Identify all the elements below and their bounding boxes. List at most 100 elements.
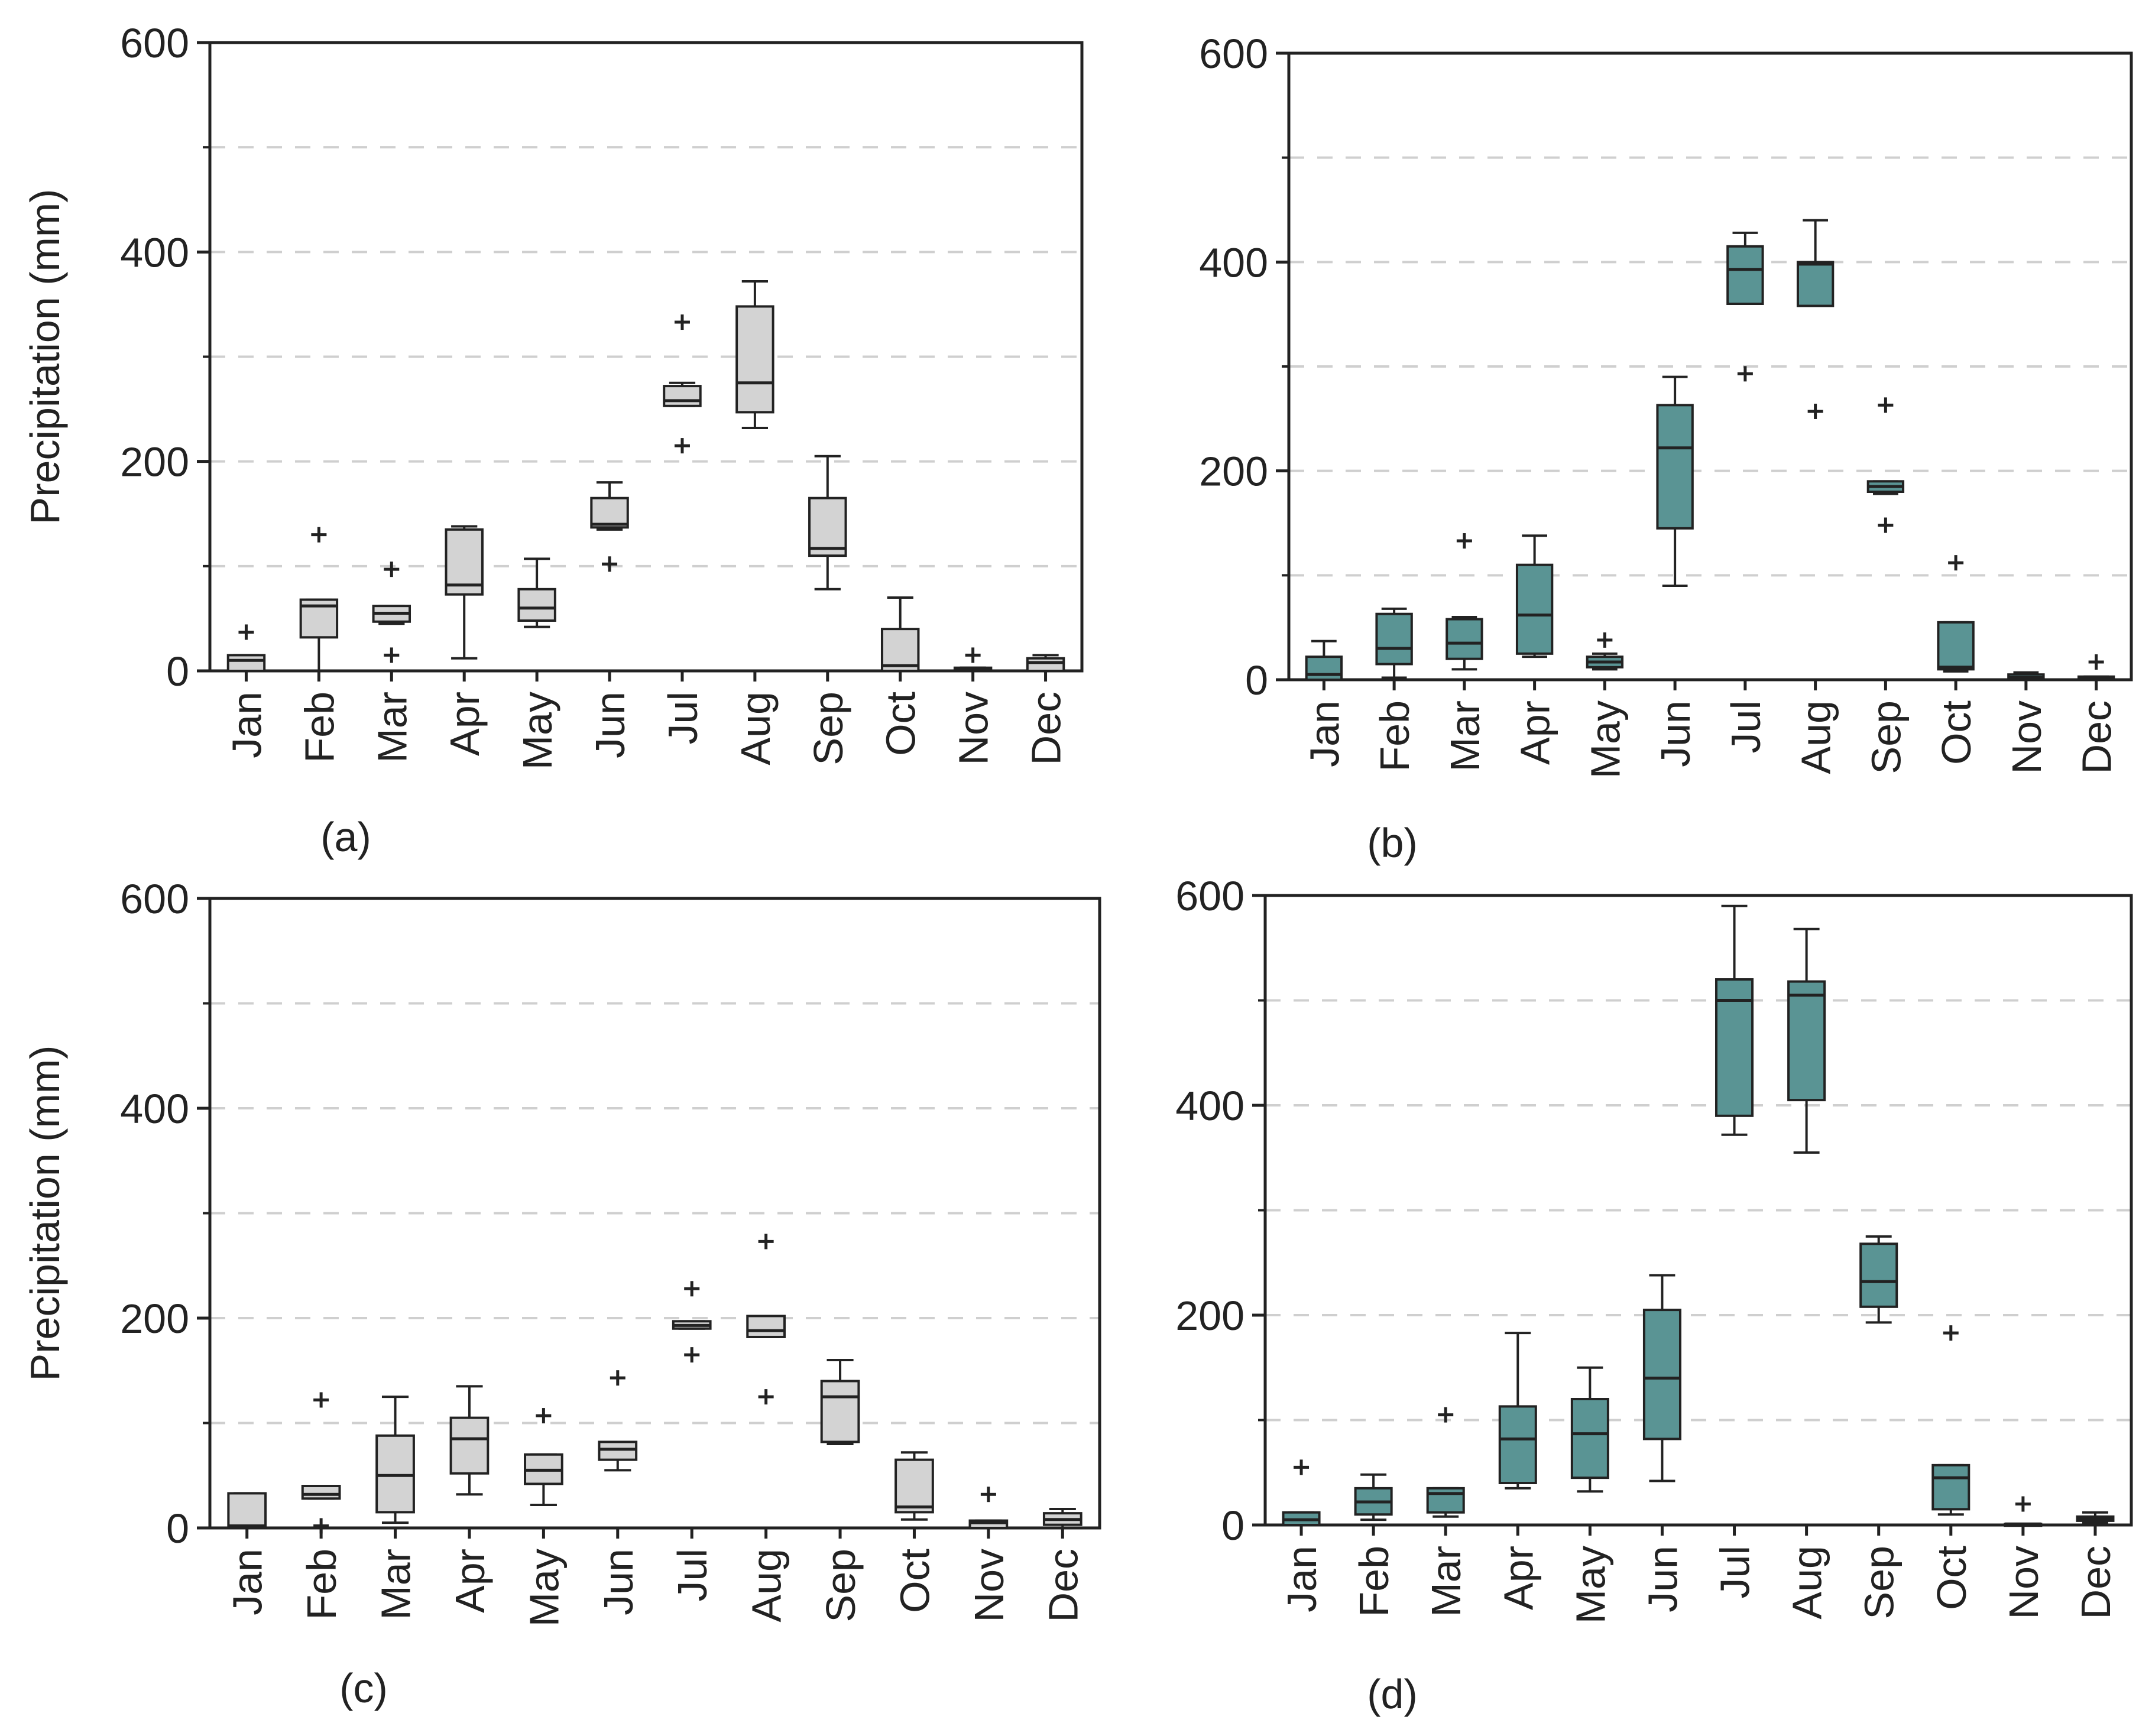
outlier-marker xyxy=(384,647,400,663)
box-iqr xyxy=(301,1485,341,1500)
box-aug xyxy=(735,280,774,429)
outlier-marker xyxy=(980,1487,996,1503)
x-tick-label: Feb xyxy=(1372,700,1418,772)
panel-label: (a) xyxy=(320,814,371,860)
x-tick-label: Mar xyxy=(1423,1546,1469,1617)
box-jul xyxy=(672,1281,712,1363)
y-tick-label: 600 xyxy=(1199,31,1268,77)
x-tick-label: Oct xyxy=(892,1549,938,1613)
x-tick-label: Mar xyxy=(369,692,415,763)
box-sep xyxy=(808,455,847,590)
box-iqr xyxy=(880,628,920,672)
box-feb xyxy=(1354,1473,1393,1521)
panel-label: (b) xyxy=(1367,820,1418,866)
panel-d: 0 200 400 600 Jan Feb Mar Apr May Jun Jul Aug Sep Oct… xyxy=(1175,873,2133,1717)
plot-frame xyxy=(208,897,1101,1530)
box-apr xyxy=(1498,1332,1537,1490)
x-tick-label: Mar xyxy=(373,1549,419,1620)
box-iqr xyxy=(1859,1242,1898,1308)
box-oct xyxy=(880,596,920,672)
box-iqr xyxy=(1937,621,1975,671)
box-mar xyxy=(1426,1407,1465,1518)
x-tick-label: May xyxy=(1567,1546,1613,1624)
box-iqr xyxy=(449,1416,490,1475)
box-feb xyxy=(1375,607,1413,679)
panel-b: 0 200 400 600 Jan Feb Mar Apr May Jun Jul Aug Sep Oct… xyxy=(1199,31,2133,866)
panel-a: 0 200 400 600 Precipitation (mm) Jan Feb Mar Apr… xyxy=(22,20,1084,860)
x-tick-label: Apr xyxy=(1512,700,1558,765)
box-dec xyxy=(2076,1511,2115,1524)
outlier-marker xyxy=(1294,1459,1310,1475)
box-aug xyxy=(1787,927,1826,1154)
x-tick-label: Nov xyxy=(2001,1546,2047,1619)
x-tick-label: Jul xyxy=(669,1549,715,1601)
box-oct xyxy=(894,1451,934,1521)
y-tick-label: 600 xyxy=(120,20,189,66)
outlier-marker xyxy=(602,556,618,572)
outlier-marker xyxy=(684,1281,700,1297)
outlier-marker xyxy=(674,314,690,330)
x-tick-label: Sep xyxy=(805,692,851,765)
box-mar xyxy=(372,562,411,663)
outlier-marker xyxy=(1948,555,1964,571)
box-iqr xyxy=(1446,618,1483,660)
box-nov xyxy=(2004,1496,2043,1527)
x-tick-label: Oct xyxy=(1933,700,1979,765)
outlier-marker xyxy=(1438,1407,1454,1423)
y-tick-label: 200 xyxy=(1199,449,1268,495)
x-tick-label: Oct xyxy=(878,692,924,756)
outlier-marker xyxy=(313,1518,329,1534)
x-tick-label: Sep xyxy=(1863,700,1909,774)
box-sep xyxy=(1866,397,1905,533)
x-tick-label: Jul xyxy=(660,692,706,744)
x-tick-label: Apr xyxy=(447,1549,493,1613)
box-jun xyxy=(598,1370,638,1472)
x-tick-label: Feb xyxy=(299,1549,345,1620)
y-axis-label: Precipitation (mm) xyxy=(22,1046,68,1381)
box-iqr xyxy=(663,385,702,407)
outlier-marker xyxy=(1737,366,1753,382)
box-iqr xyxy=(735,305,774,414)
box-iqr xyxy=(1796,261,1835,307)
box-jan xyxy=(227,1492,267,1530)
box-iqr xyxy=(375,1434,415,1514)
box-apr xyxy=(1515,534,1554,658)
panel-label: (c) xyxy=(339,1665,388,1711)
box-feb xyxy=(299,527,339,672)
box-mar xyxy=(1446,533,1483,671)
box-iqr xyxy=(820,1380,860,1443)
box-may xyxy=(524,1408,563,1506)
x-tick-label: Nov xyxy=(951,692,997,765)
x-tick-label: Feb xyxy=(1351,1546,1397,1617)
box-iqr xyxy=(598,1440,638,1461)
x-tick-label: Aug xyxy=(744,1549,790,1623)
y-tick-label: 200 xyxy=(1175,1293,1244,1339)
x-tick-label: Jan xyxy=(223,692,270,758)
box-iqr xyxy=(227,1492,267,1530)
outlier-marker xyxy=(1456,533,1472,549)
box-iqr xyxy=(1375,612,1413,666)
box-apr xyxy=(449,1385,490,1496)
x-tick-label: Sep xyxy=(818,1549,864,1623)
box-dec xyxy=(1042,1508,1083,1529)
box-may xyxy=(517,557,556,628)
box-iqr xyxy=(1026,657,1065,672)
y-tick-label: 0 xyxy=(1245,657,1268,703)
outlier-marker xyxy=(238,624,254,640)
box-nov xyxy=(2007,671,2045,681)
outlier-marker xyxy=(384,562,400,577)
box-dec xyxy=(2077,654,2115,681)
outlier-marker xyxy=(610,1370,625,1386)
box-jan xyxy=(226,624,266,673)
x-tick-label: Jun xyxy=(1652,700,1699,767)
outlier-marker xyxy=(684,1347,700,1363)
box-iqr xyxy=(1726,245,1764,306)
box-oct xyxy=(1931,1325,1970,1516)
box-iqr xyxy=(1642,1309,1681,1440)
box-jul xyxy=(1715,904,1754,1136)
outlier-marker xyxy=(1878,397,1894,413)
box-jul xyxy=(663,314,702,454)
outlier-marker xyxy=(2088,654,2104,670)
box-jun xyxy=(1656,375,1694,587)
